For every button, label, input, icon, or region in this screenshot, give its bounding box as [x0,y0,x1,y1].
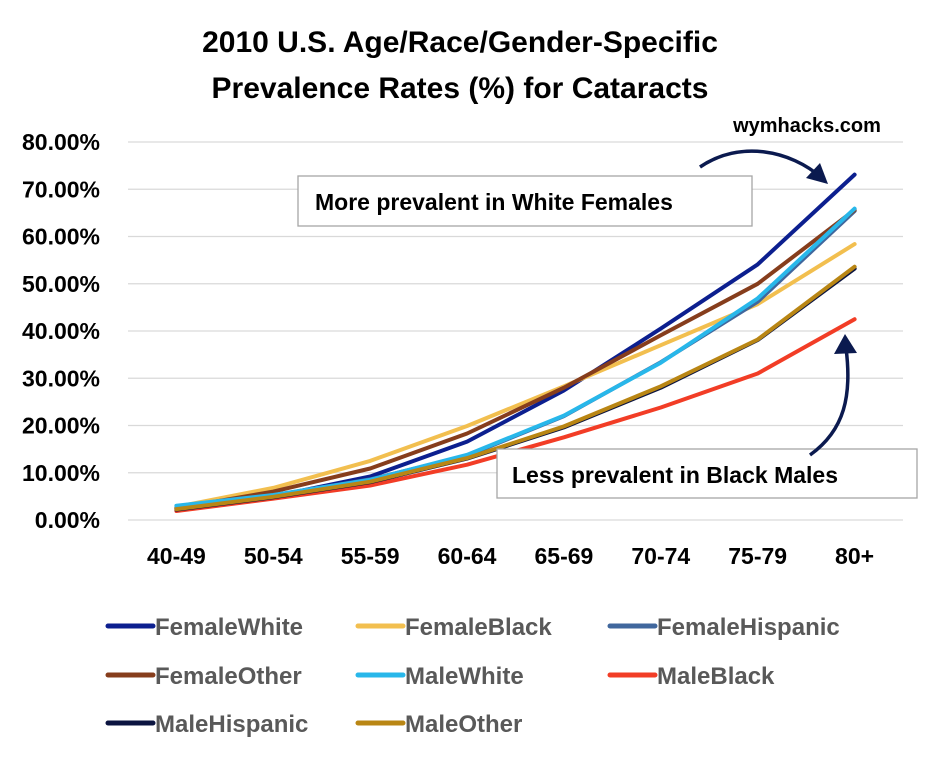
annotation-white-females: More prevalent in White Females [297,149,828,227]
series-line-MaleOther [174,264,857,512]
annotation-arrowhead-black-males [834,334,857,354]
gridlines [128,141,903,521]
legend-label-FemaleWhite: FemaleWhite [155,614,303,641]
legend-label-MaleWhite: MaleWhite [405,663,524,690]
annotation-text-black-males: Less prevalent in Black Males [512,462,838,488]
x-tick-label: 60-64 [438,543,497,569]
x-tick-label: 65-69 [535,543,594,569]
x-tick-label: 40-49 [147,543,206,569]
y-tick-label: 70.00% [22,176,100,202]
y-tick-label: 30.00% [22,365,100,391]
annotation-arrowhead-white-females [806,163,828,184]
y-tick-label: 0.00% [35,507,100,533]
series-line-FemaleOther [174,208,857,511]
legend-label-FemaleBlack: FemaleBlack [405,614,552,641]
legend-label-FemaleHispanic: FemaleHispanic [657,614,840,641]
y-tick-label: 20.00% [22,413,100,439]
x-tick-label: 75-79 [728,543,787,569]
annotation-arrow-black-males [808,347,850,457]
x-tick-label: 55-59 [341,543,400,569]
x-axis-tick-labels: 40-49 50-54 55-59 60-64 65-69 70-74 75-79 80+ [147,543,874,569]
data-series [174,172,857,513]
legend-label-MaleHispanic: MaleHispanic [155,711,308,738]
y-tick-label: 50.00% [22,271,100,297]
annotation-box-black-males [496,448,918,499]
y-axis-tick-labels: 0.00% 10.00% 20.00% 30.00% 40.00% 50.00% 60.00… [22,129,100,533]
annotation-arrow-white-females [699,149,824,180]
y-tick-label: 10.00% [22,460,100,486]
legend-label-FemaleOther: FemaleOther [155,663,302,690]
x-tick-label: 70-74 [631,543,690,569]
chart-title-line-1: 2010 U.S. Age/Race/Gender-Specific [202,26,718,59]
y-tick-label: 40.00% [22,318,100,344]
annotation-box-white-females [297,175,753,227]
y-tick-label: 80.00% [22,129,100,155]
chart-title-line-2: Prevalence Rates (%) for Cataracts [212,72,709,105]
annotation-black-males: Less prevalent in Black Males [496,334,918,499]
legend-label-MaleOther: MaleOther [405,711,522,738]
annotation-text-white-females: More prevalent in White Females [315,189,673,215]
x-tick-label: 50-54 [244,543,303,569]
legend: FemaleWhite FemaleBlack FemaleHispanic Fema… [105,614,840,738]
source-label: wymhacks.com [732,115,881,137]
legend-label-MaleBlack: MaleBlack [657,663,775,690]
x-tick-label: 80+ [835,543,874,569]
y-tick-label: 60.00% [22,224,100,250]
